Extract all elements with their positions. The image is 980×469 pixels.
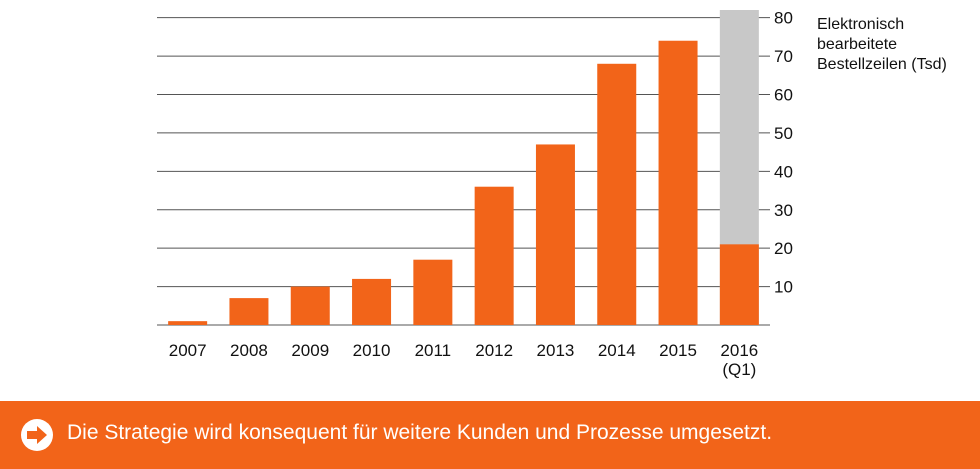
x-tick-label: 2010 — [353, 341, 391, 360]
bar-2015 — [658, 40, 698, 325]
x-tick-label: 2007 — [169, 341, 207, 360]
bar-2009 — [290, 286, 330, 325]
bar-chart: 10 20 30 40 50 60 70 80 2007 2008 2009 2010 2011 201… — [157, 9, 793, 379]
x-tick-label: 2012 — [475, 341, 513, 360]
bar-2012 — [474, 186, 514, 325]
arrow-right-icon — [21, 419, 53, 451]
bar-2014 — [597, 63, 637, 325]
y-tick-labels: 10 20 30 40 50 60 70 80 — [774, 9, 793, 297]
x-tick-label: 2008 — [230, 341, 268, 360]
y-tick-label: 40 — [774, 162, 793, 181]
x-tick-labels: 2007 2008 2009 2010 2011 2012 2013 2014 2015 2016… — [169, 341, 759, 379]
y-tick-label: 50 — [774, 124, 793, 143]
x-tick-label: 2009 — [291, 341, 329, 360]
bar-2011 — [413, 259, 453, 325]
y-tick-label: 30 — [774, 201, 793, 220]
x-tick-label: 2016 (Q1) — [720, 341, 758, 379]
x-tick-label: 2014 — [598, 341, 636, 360]
bar-2013 — [535, 144, 575, 325]
x-tick-label: 2011 — [415, 341, 452, 360]
y-tick-label: 10 — [774, 278, 793, 297]
bar-2007 — [168, 321, 208, 325]
bars — [168, 10, 759, 325]
bar-2008 — [229, 298, 269, 325]
x-tick-label: 2015 — [659, 341, 697, 360]
bar-2010 — [352, 278, 392, 325]
conclusion-banner: Die Strategie wird konsequent für weiter… — [0, 401, 980, 469]
y-tick-label: 20 — [774, 239, 793, 258]
y-tick-label: 70 — [774, 47, 793, 66]
y-axis-label: Elektronisch bearbeitete Bestellzeilen (… — [817, 16, 947, 73]
x-tick-label: 2013 — [537, 341, 575, 360]
y-tick-label: 60 — [774, 86, 793, 105]
y-tick-label: 80 — [774, 9, 793, 28]
banner-text: Die Strategie wird konsequent für weiter… — [67, 421, 773, 444]
gridlines — [157, 17, 770, 326]
bar-2016 — [719, 244, 759, 325]
